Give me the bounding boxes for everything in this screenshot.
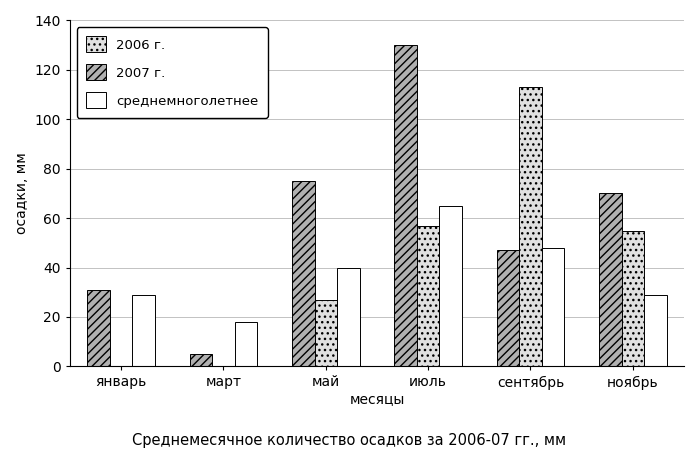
Bar [644,295,667,366]
Bar [417,226,440,366]
X-axis label: месяцы: месяцы [350,392,405,406]
Bar [132,295,155,366]
Bar [497,250,519,366]
Bar [292,181,315,366]
Bar [235,322,257,366]
Y-axis label: осадки, мм: осадки, мм [15,153,29,234]
Bar [440,206,462,366]
Legend: 2006 г., 2007 г., среднемноголетнее: 2006 г., 2007 г., среднемноголетнее [77,27,268,118]
Bar [599,193,621,366]
Bar [189,354,212,366]
Bar [542,248,564,366]
Bar [519,87,542,366]
Bar [621,231,644,366]
Bar [337,268,359,366]
Bar [315,300,337,366]
Text: Среднемесячное количество осадков за 2006-07 гг., мм: Среднемесячное количество осадков за 200… [132,434,567,448]
Bar [87,290,110,366]
Bar [394,45,417,366]
